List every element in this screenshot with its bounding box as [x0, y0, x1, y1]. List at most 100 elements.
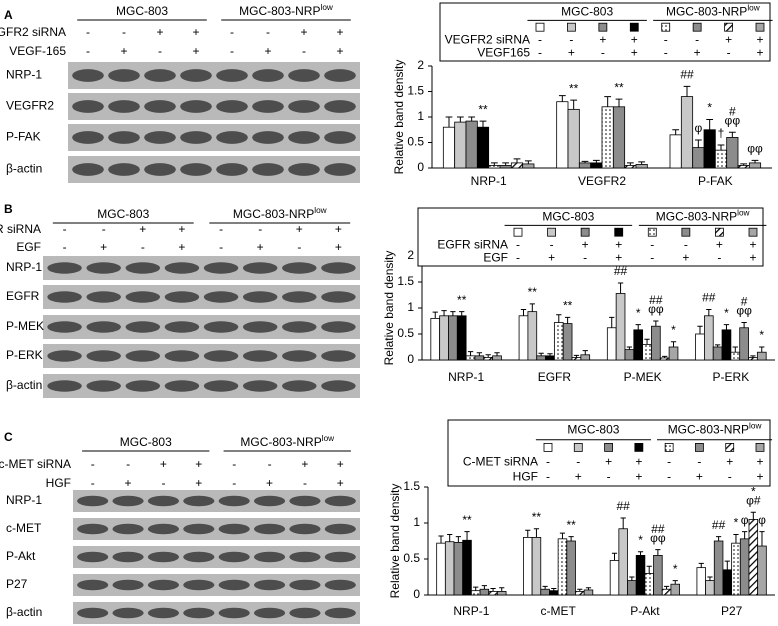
blot-band — [72, 100, 104, 113]
error-bar — [556, 314, 562, 323]
bar — [713, 540, 724, 596]
bar — [567, 108, 580, 169]
error-bar — [467, 351, 474, 356]
annotation: ## — [649, 293, 663, 307]
error-bar — [670, 341, 677, 347]
bar — [496, 591, 507, 596]
legend-sign: + — [575, 470, 582, 484]
annotation: φ — [694, 121, 702, 135]
blot-band — [242, 350, 278, 362]
bar — [748, 519, 759, 596]
error-bar — [490, 162, 498, 166]
treatment-sign: - — [232, 476, 236, 490]
error-bar — [655, 549, 661, 556]
annotation: ## — [651, 522, 665, 536]
blot-band — [47, 350, 82, 362]
bar — [578, 162, 592, 169]
annotation: ## — [614, 264, 628, 278]
blot-band — [321, 350, 356, 362]
group-label-sup: low — [322, 434, 334, 443]
blot-band — [252, 100, 284, 113]
bar — [580, 354, 591, 361]
error-bar — [672, 580, 678, 585]
error-bar — [750, 355, 756, 358]
error-bar — [473, 586, 479, 591]
group-label-text: MGC-803-NRP — [668, 423, 749, 437]
band-label: β-actin — [6, 605, 42, 619]
annotation: ## — [617, 499, 631, 513]
legend-sign: + — [568, 46, 575, 60]
error-bar — [494, 352, 500, 356]
bar — [705, 580, 715, 596]
annotation: ** — [566, 518, 576, 532]
panel-letter: A — [4, 8, 13, 22]
bar — [624, 349, 635, 361]
bar — [523, 537, 533, 596]
legend-sign: + — [635, 470, 642, 484]
annotation: * — [724, 306, 729, 320]
error-bar — [538, 352, 544, 356]
legend-box — [417, 207, 764, 267]
error-bar — [724, 560, 730, 570]
error-bar — [604, 96, 612, 107]
blot-band — [144, 131, 176, 144]
blot-band — [144, 100, 176, 113]
blot-band — [324, 69, 356, 82]
bar — [531, 537, 542, 596]
blot-strip — [73, 602, 360, 624]
y-tick-label: 1.5 — [403, 479, 420, 493]
error-bar — [592, 159, 600, 163]
legend-sign: - — [695, 32, 699, 46]
annotation: ## — [712, 518, 726, 532]
error-bar — [683, 85, 691, 97]
error-bar — [759, 346, 765, 353]
bar — [474, 355, 485, 361]
blot-strip — [73, 574, 360, 596]
blot-band — [112, 607, 144, 619]
bar — [448, 315, 458, 361]
treatment-sign: + — [178, 240, 185, 254]
group-label: MGC-803 — [120, 435, 172, 449]
band-label: NRP-1 — [6, 260, 42, 274]
annotation: † — [718, 126, 725, 140]
y-tick-label: 1 — [413, 515, 420, 529]
blot-band — [203, 291, 239, 303]
bar — [518, 315, 529, 361]
annotation: * — [673, 562, 678, 576]
treatment-sign: - — [230, 44, 234, 58]
blot-band — [108, 163, 140, 176]
blot-band — [321, 262, 356, 274]
y-tick-label: 0 — [417, 160, 424, 174]
annotation: ** — [462, 513, 472, 527]
bar — [583, 589, 594, 596]
blot-band — [253, 495, 286, 507]
blot-band — [86, 321, 121, 333]
annotation: * — [671, 323, 676, 337]
bar — [642, 343, 652, 361]
blot-band — [282, 321, 317, 333]
x-tick-label: NRP-1 — [448, 370, 484, 384]
blot-band — [216, 131, 248, 144]
legend-sign: + — [631, 32, 638, 46]
bar — [545, 355, 555, 361]
blot-band — [164, 262, 200, 274]
blot-band — [164, 380, 200, 392]
legend-box — [447, 419, 771, 487]
legend-swatch — [647, 227, 657, 237]
blot-band — [282, 262, 317, 274]
group-label-sup: low — [314, 206, 326, 215]
group-label-text: MGC-803-NRP — [239, 4, 320, 18]
annotation: ## — [702, 291, 716, 305]
group-label: MGC-803 — [561, 4, 613, 18]
legend-sign: - — [516, 251, 520, 265]
blot-band — [144, 69, 176, 82]
legend-sign: - — [667, 454, 671, 468]
error-bar — [759, 531, 765, 547]
error-bar — [706, 119, 714, 130]
band-label: P-FAK — [6, 130, 41, 144]
blot-band — [77, 551, 109, 563]
treatment-sign: - — [122, 25, 126, 39]
legend-row-label: VEGFR2 siRNA — [445, 32, 530, 46]
bar — [453, 542, 464, 596]
blot-band — [47, 262, 82, 274]
